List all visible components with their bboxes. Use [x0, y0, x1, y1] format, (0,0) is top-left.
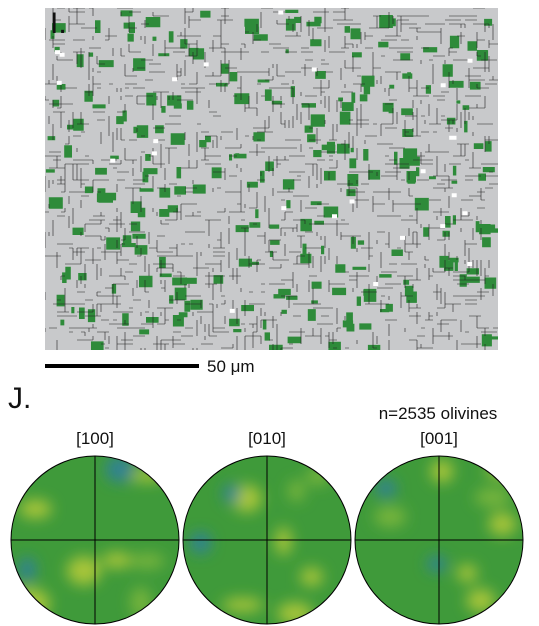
density-blob	[7, 588, 50, 619]
scale-label: 50 μm	[207, 357, 255, 376]
count-label: n=2535 olivines	[379, 404, 498, 423]
pole-figure-title: [010]	[248, 429, 286, 448]
density-blob	[427, 556, 447, 572]
density-blob	[288, 480, 305, 502]
density-blob	[374, 506, 406, 527]
density-blob	[466, 589, 495, 612]
panel-label: J.	[8, 382, 31, 415]
density-blob	[19, 500, 52, 519]
density-blob	[475, 488, 511, 507]
pole-figure-title: [001]	[420, 429, 458, 448]
density-blob	[129, 553, 165, 569]
density-blob	[485, 464, 528, 478]
density-blob	[222, 598, 263, 612]
density-blob	[102, 552, 131, 568]
density-blob	[457, 565, 477, 582]
density-blob	[431, 460, 454, 483]
panel-label: I.	[50, 7, 67, 40]
density-blob	[275, 527, 291, 555]
pole-figure-title: [100]	[76, 429, 114, 448]
ebsd-map	[45, 8, 509, 364]
density-blob	[306, 467, 330, 485]
density-blob	[130, 587, 151, 618]
pole-figures: [100] [010] [001]	[7, 429, 528, 624]
figure: I. 50 μm J. n=2535 olivines [100] [010] [0…	[0, 0, 539, 626]
density-blob	[190, 532, 212, 554]
density-blob	[300, 568, 323, 587]
density-blob	[223, 484, 241, 504]
density-blob	[489, 513, 517, 536]
density-blob	[67, 556, 101, 585]
